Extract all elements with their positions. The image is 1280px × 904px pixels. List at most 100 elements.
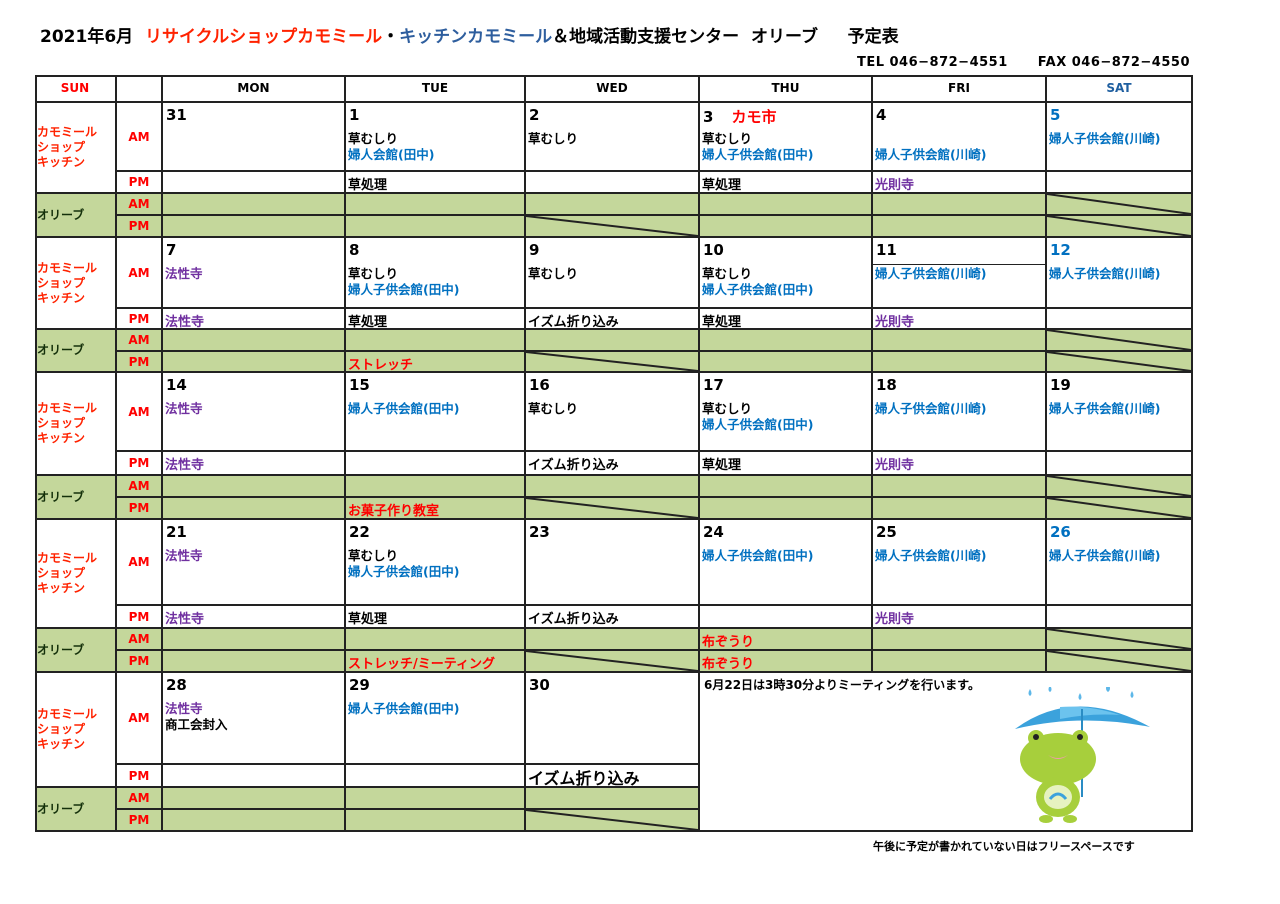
day-cell-22-pm[interactable]: 草処理: [346, 606, 526, 629]
day-cell-14-am[interactable]: 14 法性寺: [163, 373, 346, 452]
olive-cell-5-pm[interactable]: [1047, 216, 1193, 238]
day-cell-30-pm[interactable]: イズム折り込み: [526, 765, 700, 788]
day-cell-17-am[interactable]: 17 草むしり 婦人子供会館(田中): [700, 373, 873, 452]
olive-cell-17-am[interactable]: [700, 476, 873, 498]
olive-cell-12-am[interactable]: [1047, 330, 1193, 352]
olive-cell-10-am[interactable]: [700, 330, 873, 352]
day-cell-8-am[interactable]: 8 草むしり 婦人子供会館(田中): [346, 238, 526, 309]
olive-cell-11-am[interactable]: [873, 330, 1047, 352]
olive-cell-22-pm[interactable]: ストレッチ/ミーティング: [346, 651, 526, 673]
olive-cell-16-pm[interactable]: [526, 498, 700, 520]
day-cell-24-pm[interactable]: [700, 606, 873, 629]
day-cell-22-am[interactable]: 22 草むしり 婦人子供会館(田中): [346, 520, 526, 606]
olive-cell-17-pm[interactable]: [700, 498, 873, 520]
olive-cell-18-am[interactable]: [873, 476, 1047, 498]
day-cell-28-pm[interactable]: [163, 765, 346, 788]
olive-cell-7-am[interactable]: [163, 330, 346, 352]
day-cell-10-pm[interactable]: 草処理: [700, 309, 873, 330]
olive-cell-8-am[interactable]: [346, 330, 526, 352]
olive-cell-11-pm[interactable]: [873, 352, 1047, 373]
day-cell-3-pm[interactable]: 草処理: [700, 172, 873, 194]
day-cell-2-pm[interactable]: [526, 172, 700, 194]
day-cell-23-am[interactable]: 23: [526, 520, 700, 606]
olive-cell-24-pm[interactable]: 布ぞうり: [700, 651, 873, 673]
olive-cell-26-pm[interactable]: [1047, 651, 1193, 673]
olive-cell-16-am[interactable]: [526, 476, 700, 498]
day-cell-10-am[interactable]: 10 草むしり 婦人子供会館(田中): [700, 238, 873, 309]
olive-cell-23-am[interactable]: [526, 629, 700, 651]
olive-cell-29-am[interactable]: [346, 788, 526, 810]
olive-cell-25-am[interactable]: [873, 629, 1047, 651]
day-cell-23-pm[interactable]: イズム折り込み: [526, 606, 700, 629]
day-cell-12-pm[interactable]: [1047, 309, 1193, 330]
day-cell-2-am[interactable]: 2 草むしり: [526, 103, 700, 172]
day-cell-19-am[interactable]: 19 婦人子供会館(川崎): [1047, 373, 1193, 452]
day-cell-19-pm[interactable]: [1047, 452, 1193, 476]
olive-cell-19-am[interactable]: [1047, 476, 1193, 498]
olive-cell-14-am[interactable]: [163, 476, 346, 498]
day-cell-16-pm[interactable]: イズム折り込み: [526, 452, 700, 476]
olive-cell-5-am[interactable]: [1047, 194, 1193, 216]
olive-cell-21-am[interactable]: [163, 629, 346, 651]
day-cell-31-pm[interactable]: [163, 172, 346, 194]
day-cell-12-am[interactable]: 12 婦人子供会館(川崎): [1047, 238, 1193, 309]
day-cell-31-am[interactable]: 31: [163, 103, 346, 172]
olive-cell-31-pm[interactable]: [163, 216, 346, 238]
day-cell-11-pm[interactable]: 光則寺: [873, 309, 1047, 330]
day-cell-14-pm[interactable]: 法性寺: [163, 452, 346, 476]
day-cell-15-pm[interactable]: [346, 452, 526, 476]
olive-cell-9-pm[interactable]: [526, 352, 700, 373]
day-cell-26-pm[interactable]: [1047, 606, 1193, 629]
day-cell-1-am[interactable]: 1 草むしり 婦人会館(田中): [346, 103, 526, 172]
olive-cell-22-am[interactable]: [346, 629, 526, 651]
olive-cell-10-pm[interactable]: [700, 352, 873, 373]
day-cell-9-am[interactable]: 9 草むしり: [526, 238, 700, 309]
day-cell-8-pm[interactable]: 草処理: [346, 309, 526, 330]
olive-cell-24-am[interactable]: 布ぞうり: [700, 629, 873, 651]
day-cell-25-am[interactable]: 25 婦人子供会館(川崎): [873, 520, 1047, 606]
olive-cell-15-pm[interactable]: お菓子作り教室: [346, 498, 526, 520]
day-cell-5-am[interactable]: 5 婦人子供会館(川崎): [1047, 103, 1193, 172]
day-cell-28-am[interactable]: 28 法性寺 商工会封入: [163, 673, 346, 765]
olive-cell-18-pm[interactable]: [873, 498, 1047, 520]
day-cell-1-pm[interactable]: 草処理: [346, 172, 526, 194]
olive-cell-14-pm[interactable]: [163, 498, 346, 520]
olive-cell-2-pm[interactable]: [526, 216, 700, 238]
olive-cell-8-pm[interactable]: ストレッチ: [346, 352, 526, 373]
olive-cell-25-pm[interactable]: [873, 651, 1047, 673]
olive-cell-1-am[interactable]: [346, 194, 526, 216]
day-cell-5-pm[interactable]: [1047, 172, 1193, 194]
day-cell-9-pm[interactable]: イズム折り込み: [526, 309, 700, 330]
olive-cell-23-pm[interactable]: [526, 651, 700, 673]
day-cell-18-am[interactable]: 18 婦人子供会館(川崎): [873, 373, 1047, 452]
olive-cell-29-pm[interactable]: [346, 810, 526, 832]
olive-cell-9-am[interactable]: [526, 330, 700, 352]
olive-cell-30-am[interactable]: [526, 788, 700, 810]
day-cell-21-am[interactable]: 21 法性寺: [163, 520, 346, 606]
olive-cell-28-am[interactable]: [163, 788, 346, 810]
day-cell-16-am[interactable]: 16 草むしり: [526, 373, 700, 452]
day-cell-4-am[interactable]: 4 婦人子供会館(川崎): [873, 103, 1047, 172]
day-cell-29-pm[interactable]: [346, 765, 526, 788]
day-cell-21-pm[interactable]: 法性寺: [163, 606, 346, 629]
day-cell-24-am[interactable]: 24 婦人子供会館(田中): [700, 520, 873, 606]
olive-cell-12-pm[interactable]: [1047, 352, 1193, 373]
olive-cell-7-pm[interactable]: [163, 352, 346, 373]
day-cell-25-pm[interactable]: 光則寺: [873, 606, 1047, 629]
olive-cell-19-pm[interactable]: [1047, 498, 1193, 520]
olive-cell-4-am[interactable]: [873, 194, 1047, 216]
olive-cell-15-am[interactable]: [346, 476, 526, 498]
olive-cell-3-am[interactable]: [700, 194, 873, 216]
day-cell-30-am[interactable]: 30: [526, 673, 700, 765]
day-cell-7-pm[interactable]: 法性寺: [163, 309, 346, 330]
day-cell-18-pm[interactable]: 光則寺: [873, 452, 1047, 476]
olive-cell-28-pm[interactable]: [163, 810, 346, 832]
olive-cell-21-pm[interactable]: [163, 651, 346, 673]
olive-cell-31-am[interactable]: [163, 194, 346, 216]
olive-cell-4-pm[interactable]: [873, 216, 1047, 238]
day-cell-17-pm[interactable]: 草処理: [700, 452, 873, 476]
day-cell-11-am[interactable]: 11 婦人子供会館(川崎): [873, 238, 1047, 309]
day-cell-3-am[interactable]: 3 カモ市 草むしり 婦人子供会館(田中): [700, 103, 873, 172]
day-cell-29-am[interactable]: 29 婦人子供会館(田中): [346, 673, 526, 765]
olive-cell-2-am[interactable]: [526, 194, 700, 216]
